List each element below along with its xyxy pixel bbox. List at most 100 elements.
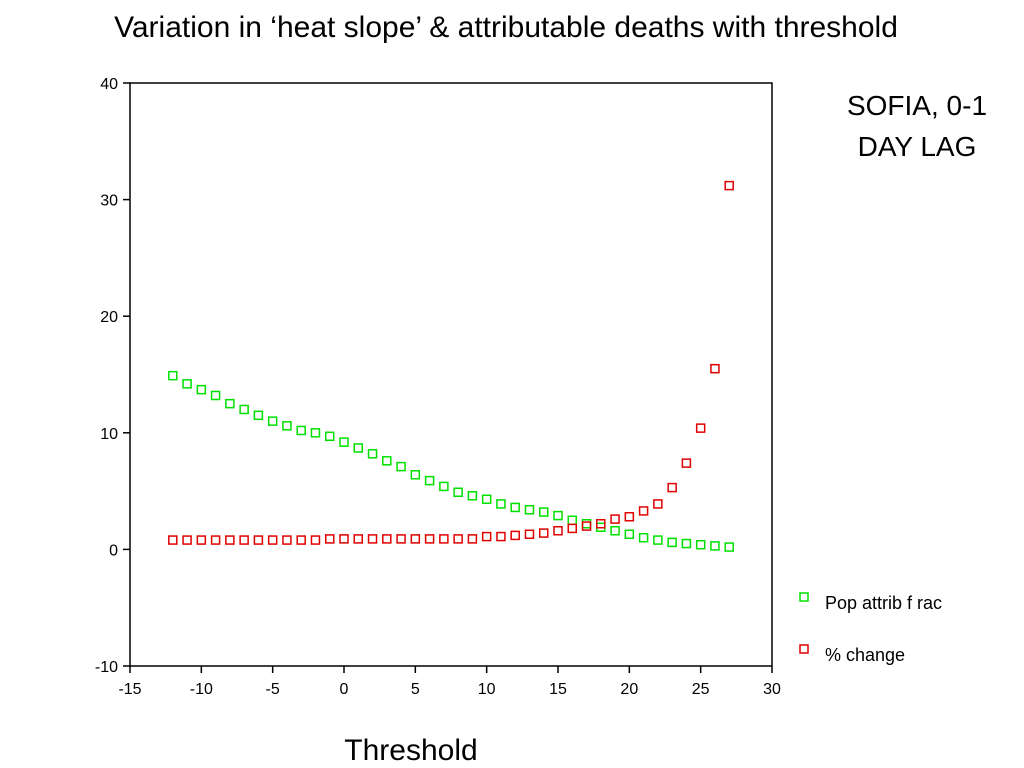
data-point [353, 534, 364, 544]
data-point [439, 481, 449, 492]
data-point [496, 531, 506, 542]
x-tick-label: 5 [411, 681, 420, 698]
data-point [367, 449, 378, 459]
data-point [210, 390, 221, 401]
data-point [324, 431, 335, 442]
x-tick-label: 10 [478, 681, 496, 698]
data-point [496, 499, 506, 509]
data-point [253, 535, 264, 545]
data-point [695, 539, 706, 550]
x-tick-label: 0 [340, 681, 349, 698]
data-point [296, 425, 306, 436]
data-point [467, 534, 478, 544]
y-tick-label: 10 [100, 426, 118, 443]
series-pop-attrib-frac [168, 370, 734, 552]
x-axis-title: Threshold [344, 734, 477, 767]
data-point [296, 535, 306, 545]
legend-label: Pop attrib f rac [825, 593, 942, 613]
data-point [510, 502, 520, 513]
data-point [282, 535, 292, 545]
legend-label: % change [825, 645, 905, 665]
data-point [168, 535, 178, 545]
data-point [196, 384, 207, 395]
data-point [681, 538, 692, 549]
data-point [681, 458, 692, 468]
x-axis: -15 -10 -5 0 5 10 15 20 25 30 [118, 666, 781, 698]
panel-note-line1: SOFIA, 0-1 [847, 90, 987, 121]
data-point [239, 404, 249, 415]
data-point [424, 534, 435, 544]
x-tick-label: 25 [692, 681, 710, 698]
data-point [610, 525, 620, 536]
data-point [339, 437, 349, 447]
data-point [267, 416, 278, 426]
legend: Pop attrib f rac % change [799, 592, 942, 665]
data-point [453, 534, 463, 544]
data-point [667, 537, 677, 548]
data-point [424, 475, 435, 486]
data-point [724, 542, 734, 552]
data-point [667, 482, 677, 493]
data-point [553, 525, 563, 536]
data-point [510, 530, 520, 541]
data-point [710, 363, 720, 374]
x-tick-label: 15 [549, 681, 567, 698]
data-point [638, 506, 649, 516]
data-point [653, 535, 663, 545]
data-point [524, 505, 535, 515]
data-point [225, 398, 235, 409]
x-tick-label: 20 [620, 681, 638, 698]
data-point [581, 518, 592, 529]
data-point [638, 532, 649, 543]
legend-marker [799, 592, 809, 602]
legend-marker [799, 644, 809, 654]
y-axis: -10 0 10 20 30 40 [95, 76, 130, 676]
x-tick-label: -10 [190, 681, 213, 698]
data-point [225, 535, 235, 545]
y-tick-label: 0 [109, 542, 118, 559]
panel-note-line2: DAY LAG [858, 131, 977, 162]
data-point [396, 461, 406, 472]
data-point [624, 512, 635, 522]
data-point [324, 534, 335, 544]
data-point [553, 510, 563, 521]
y-tick-label: 20 [100, 309, 118, 326]
data-point [253, 410, 264, 421]
data-point [524, 529, 535, 539]
y-tick-label: 30 [100, 193, 118, 210]
data-point [310, 535, 321, 545]
data-point [410, 534, 421, 544]
data-point [410, 470, 421, 480]
data-point [210, 535, 221, 545]
x-tick-label: 30 [763, 681, 781, 698]
plot-area-frame [129, 82, 773, 667]
data-point [182, 379, 192, 389]
data-point [168, 370, 178, 381]
slide-title: Variation in ‘heat slope’ & attributable… [114, 11, 898, 44]
data-point [481, 531, 492, 542]
data-point [653, 499, 663, 509]
data-point [581, 521, 592, 531]
data-point [624, 529, 635, 539]
y-tick-label: -10 [95, 659, 118, 676]
data-point [196, 535, 207, 545]
series-layer [168, 180, 734, 552]
data-point [367, 534, 378, 544]
data-point [467, 491, 478, 501]
data-point [567, 515, 578, 525]
series-pct-change [168, 180, 734, 545]
data-point [239, 535, 249, 545]
data-point [267, 535, 278, 545]
data-point [282, 421, 292, 431]
data-point [182, 535, 192, 545]
data-point [339, 534, 349, 544]
data-point [538, 528, 549, 538]
y-tick-label: 40 [100, 76, 118, 93]
data-point [724, 180, 734, 191]
data-point [353, 443, 364, 453]
data-point [610, 514, 620, 524]
data-point [481, 494, 492, 505]
data-point [567, 523, 578, 534]
data-point [396, 534, 406, 544]
data-point [538, 507, 549, 517]
